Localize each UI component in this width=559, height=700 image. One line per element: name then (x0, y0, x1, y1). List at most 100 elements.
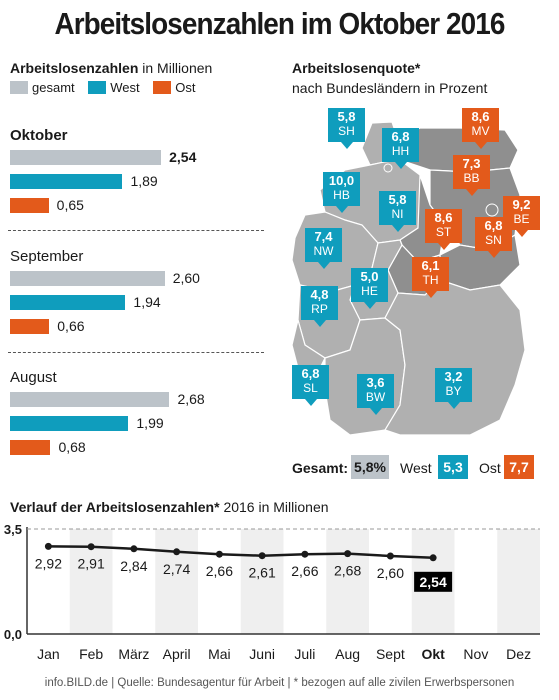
data-point (173, 548, 181, 556)
state-value: 5,8 (337, 109, 356, 124)
line-heading-rest: 2016 in Millionen (219, 499, 329, 515)
state-callout-rp: 4,8 RP (301, 286, 338, 327)
bars-heading-bold: Arbeitslosenzahlen (10, 60, 139, 76)
data-label: 2,61 (249, 565, 276, 581)
ost-label: Ost (479, 460, 501, 476)
x-tick-label: Juni (249, 646, 275, 662)
data-point (301, 550, 309, 558)
state-code: HB (333, 188, 350, 202)
bar-gesamt (10, 271, 165, 286)
state-code: NI (391, 207, 404, 221)
column-band (240, 529, 284, 634)
x-tick-label: Mai (208, 646, 231, 662)
bar-ost (10, 319, 50, 334)
state-callout-hb: 10,0 HB (323, 172, 360, 213)
bar-gesamt (10, 150, 162, 165)
bar-gesamt (10, 392, 170, 407)
state-code: SL (303, 381, 318, 395)
state-callout-st: 8,6 ST (425, 209, 462, 250)
state-code: SN (485, 233, 502, 247)
state-callout-th: 6,1 TH (412, 257, 449, 298)
bar-value-label: 0,68 (58, 439, 86, 455)
state-code: BY (445, 384, 462, 398)
line-heading: Verlauf der Arbeitslosenzahlen* 2016 in … (10, 499, 329, 515)
state-callout-bb: 7,3 BB (453, 155, 490, 196)
state-value: 4,8 (310, 287, 329, 302)
ost-value: 7,7 (504, 455, 534, 479)
state-code: BW (365, 390, 386, 404)
map-by (384, 279, 526, 436)
state-callout-bw: 3,6 BW (357, 374, 394, 415)
legend-gesamt-label: gesamt (32, 80, 75, 95)
x-tick-label: Nov (463, 646, 488, 662)
state-code: TH (422, 273, 439, 287)
state-value: 7,3 (462, 156, 481, 171)
state-callout-he: 5,0 HE (351, 268, 388, 309)
data-label: 2,91 (78, 556, 105, 572)
state-value: 8,6 (471, 109, 490, 124)
data-point (130, 545, 138, 553)
state-callout-sl: 6,8 SL (292, 365, 329, 406)
state-value: 3,2 (444, 369, 463, 384)
state-code: SH (338, 124, 355, 138)
x-tick-label: Jan (37, 646, 60, 662)
bar-value-label: 1,99 (136, 415, 164, 431)
highlight-box (414, 571, 453, 592)
data-label: 2,66 (291, 563, 318, 579)
state-value: 6,8 (484, 218, 503, 233)
state-code: MV (471, 124, 490, 138)
bar-value-label: 0,65 (56, 197, 84, 213)
state-code: HE (361, 284, 378, 298)
bars-heading: Arbeitslosenzahlen in Millionen (10, 60, 212, 76)
state-callout-ni: 5,8 NI (379, 191, 416, 232)
state-code: BE (513, 212, 530, 226)
state-value: 5,8 (388, 192, 407, 207)
west-label: West (400, 460, 432, 476)
gesamt-label: Gesamt: (292, 460, 349, 476)
legend-ost-swatch (153, 81, 172, 94)
divider (8, 352, 264, 353)
y-tick-label: 0,0 (4, 627, 22, 642)
legend-west-swatch (88, 81, 107, 94)
state-value: 8,6 (434, 210, 453, 225)
data-point (87, 543, 95, 551)
x-tick-label: Sept (376, 646, 405, 662)
series-line (48, 545, 434, 560)
map-hamburg (383, 163, 393, 173)
legend-west-label: West (110, 80, 140, 95)
data-label: 2,68 (334, 563, 361, 579)
column-band (497, 529, 540, 634)
x-tick-label: Dez (506, 646, 531, 662)
bar-ost (10, 440, 51, 455)
data-point (386, 552, 394, 560)
data-point (258, 552, 266, 560)
state-code: RP (311, 302, 328, 316)
x-tick-label: Aug (335, 646, 360, 662)
state-code: HH (391, 144, 410, 158)
state-value: 5,0 (360, 269, 379, 284)
state-callout-by: 3,2 BY (435, 368, 472, 409)
x-tick-label: Feb (79, 646, 103, 662)
bar-ost (10, 198, 49, 213)
state-callout-mv: 8,6 MV (462, 108, 499, 149)
state-value: 9,2 (512, 197, 531, 212)
legend-ost-label: Ost (175, 80, 196, 95)
state-callout-hh: 6,8 HH (382, 128, 419, 169)
data-point (344, 550, 352, 558)
bar-value-label: 2,68 (177, 391, 205, 407)
data-point (429, 554, 437, 562)
legend-gesamt-swatch (10, 81, 28, 94)
state-value: 7,4 (314, 229, 333, 244)
data-label: 2,92 (35, 555, 62, 571)
footer: info.BILD.de | Quelle: Bundesagentur für… (44, 677, 515, 689)
page-title: Arbeitslosenzahlen im Oktober 2016 (54, 6, 505, 41)
data-label: 2,74 (163, 561, 190, 577)
line-heading-bold: Verlauf der Arbeitslosenzahlen* (10, 499, 220, 515)
state-code: ST (435, 225, 452, 239)
west-value: 5,3 (438, 455, 468, 479)
data-point (215, 550, 223, 558)
map-heading: Arbeitslosenquote* (292, 60, 421, 76)
bars-heading-rest: in Millionen (138, 60, 213, 76)
data-label: 2,84 (120, 558, 147, 574)
bar-west (10, 295, 126, 310)
